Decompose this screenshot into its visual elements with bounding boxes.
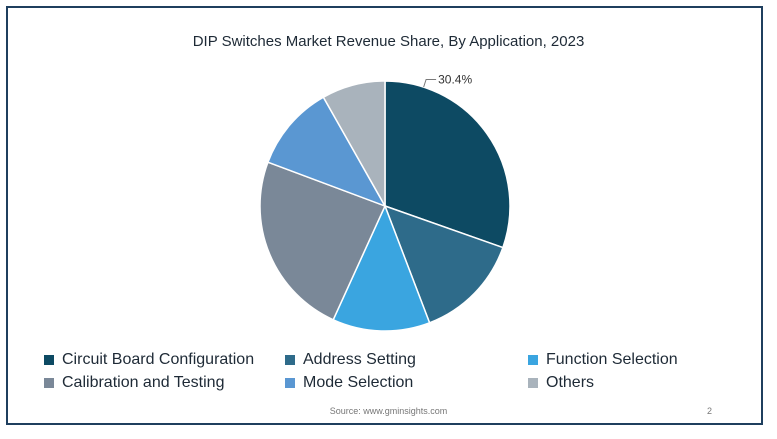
pie-labels: 30.4%	[423, 73, 472, 88]
pie-slices	[259, 80, 511, 332]
page-number: 2	[707, 406, 713, 416]
data-label: 30.4%	[438, 73, 472, 87]
pie-slice-calibration-and-testing	[259, 161, 387, 321]
pie-slice-mode-selection	[266, 96, 387, 208]
pie-slice-circuit-board-configuration	[384, 80, 511, 249]
pie-slice-address-setting	[383, 204, 504, 324]
chart-title: DIP Switches Market Revenue Share, By Ap…	[192, 33, 585, 50]
data-label-leader-line	[423, 79, 437, 88]
pie-slice-others	[322, 80, 386, 209]
pie-slice-function-selection	[332, 204, 431, 332]
source-note: Source: www.gminsights.com	[329, 406, 448, 416]
